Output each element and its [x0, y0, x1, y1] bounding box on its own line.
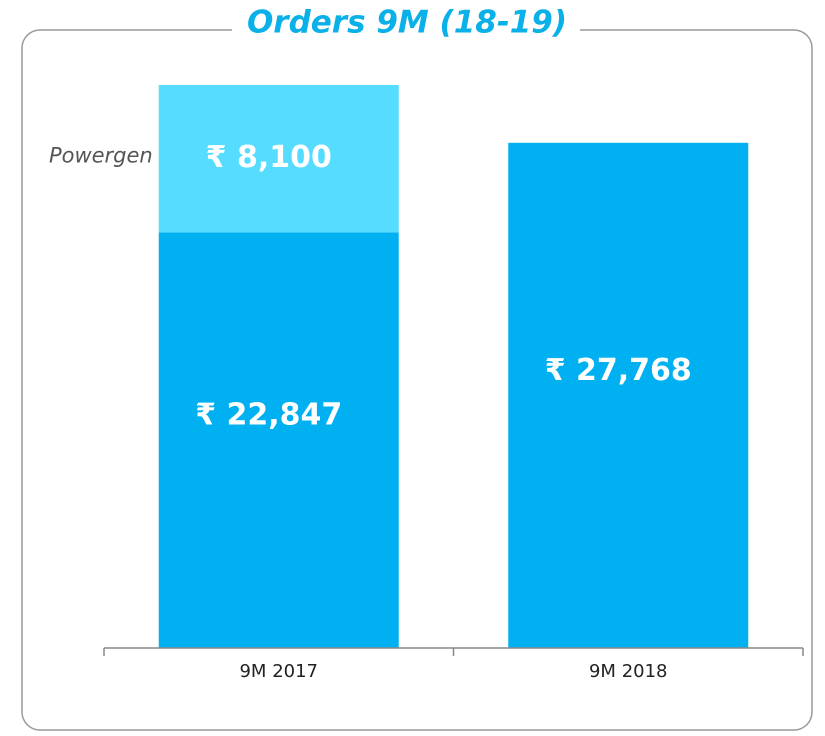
value-label: ₹ 22,847: [195, 398, 342, 433]
x-tick-label: 9M 2018: [589, 661, 668, 682]
bar-segment: [158, 232, 399, 648]
title-gap: [232, 10, 580, 50]
bar-segment: [508, 142, 749, 648]
series-label: Powergen: [49, 144, 153, 168]
value-label: ₹ 8,100: [206, 140, 332, 175]
x-tick-label: 9M 2017: [239, 661, 318, 682]
value-label: ₹ 27,768: [545, 353, 692, 388]
chart-title: Orders 9M (18-19): [247, 5, 567, 41]
bar-segment: [158, 84, 399, 233]
